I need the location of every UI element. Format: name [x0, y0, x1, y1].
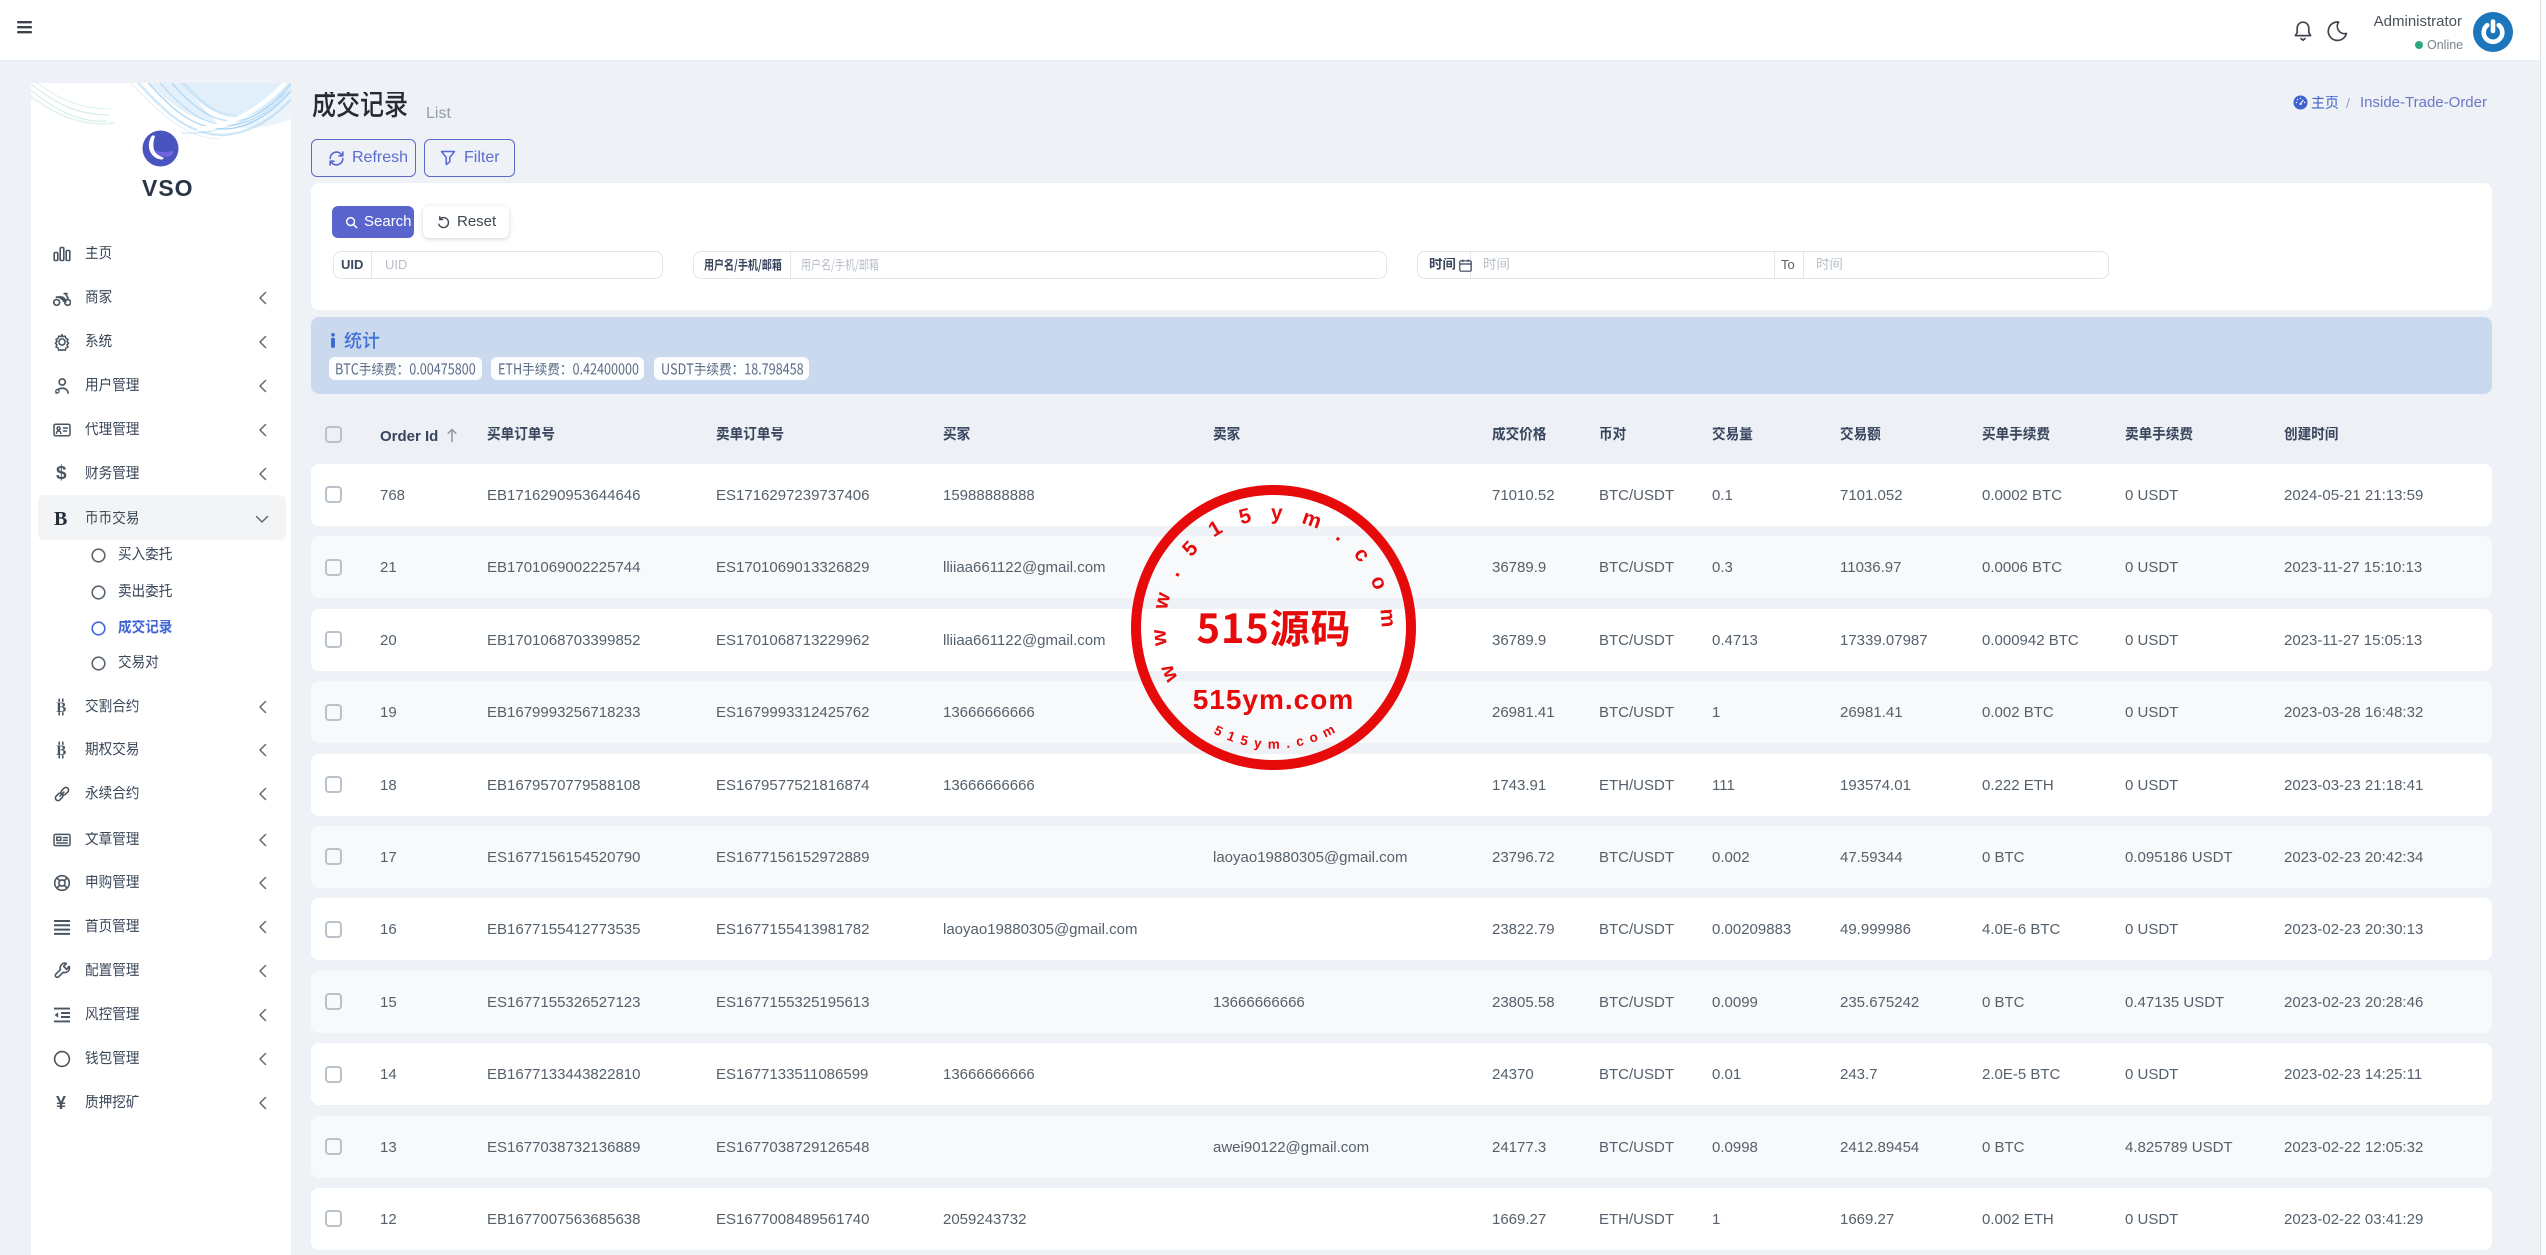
- svg-text:www.515ym.com: www.515ym.com: [1147, 501, 1400, 686]
- svg-text:515ym.com: 515ym.com: [1212, 722, 1338, 752]
- svg-text:B: B: [56, 700, 66, 716]
- svg-text:B: B: [56, 743, 66, 759]
- svg-text:515ym.com: 515ym.com: [1193, 684, 1355, 715]
